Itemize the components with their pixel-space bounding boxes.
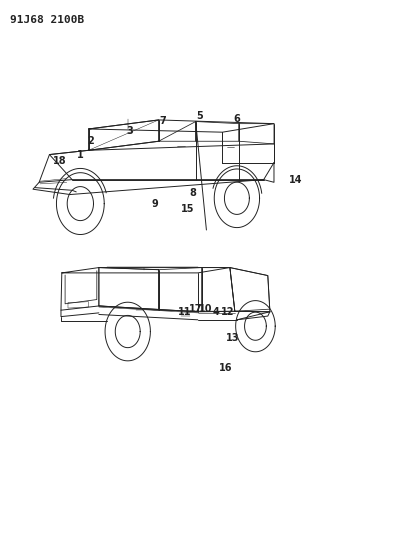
Text: 91J68 2100B: 91J68 2100B bbox=[10, 15, 84, 25]
Text: 2: 2 bbox=[87, 136, 94, 146]
Text: 5: 5 bbox=[197, 111, 203, 121]
Text: 14: 14 bbox=[289, 175, 302, 185]
Text: 6: 6 bbox=[234, 115, 240, 124]
Text: 7: 7 bbox=[159, 116, 166, 126]
Text: 9: 9 bbox=[151, 199, 158, 208]
Text: 16: 16 bbox=[219, 363, 232, 373]
Text: 4: 4 bbox=[213, 307, 219, 317]
Text: 8: 8 bbox=[190, 189, 196, 198]
Text: 12: 12 bbox=[221, 307, 234, 317]
Text: 11: 11 bbox=[178, 307, 191, 317]
Text: 10: 10 bbox=[199, 304, 213, 314]
Text: 17: 17 bbox=[189, 304, 202, 314]
Text: 18: 18 bbox=[53, 157, 67, 166]
Text: 15: 15 bbox=[181, 204, 194, 214]
Text: 1: 1 bbox=[77, 150, 84, 159]
Text: 3: 3 bbox=[126, 126, 133, 135]
Text: 13: 13 bbox=[226, 334, 239, 343]
